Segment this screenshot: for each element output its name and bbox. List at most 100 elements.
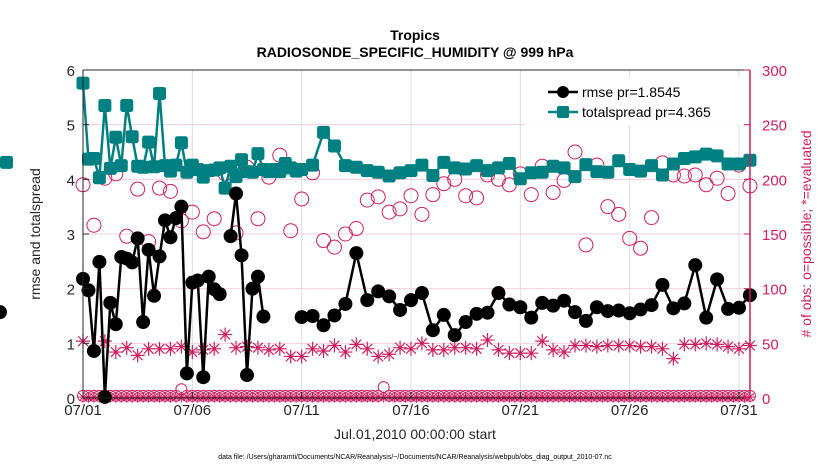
obs-possible-marker — [545, 184, 561, 200]
rmse-point — [229, 186, 244, 201]
rmse-point — [256, 309, 271, 324]
totalspread-point — [459, 162, 473, 176]
obs-evaluated-marker — [557, 345, 572, 360]
totalspread-point — [360, 164, 374, 178]
obs-evaluated-marker — [666, 351, 681, 366]
totalspread-point — [721, 157, 735, 171]
obs-evaluated-marker — [546, 342, 561, 357]
obs-evaluated-marker — [491, 342, 506, 357]
obs-evaluated-marker — [633, 339, 648, 354]
obs-evaluated-marker — [174, 339, 189, 354]
x-tick-label: 07/11 — [283, 402, 319, 419]
obs-evaluated-marker — [360, 341, 375, 356]
rmse-point — [699, 310, 714, 325]
rmse-point — [513, 300, 528, 315]
y-right-tick-label: 300 — [762, 63, 787, 80]
rmse-point — [316, 318, 331, 333]
totalspread-point — [153, 87, 167, 101]
totalspread-point — [481, 164, 495, 178]
obs-evaluated-marker — [502, 346, 517, 361]
rmse-point — [163, 230, 178, 245]
rmse-point — [245, 281, 260, 296]
obs-possible-marker — [425, 187, 441, 203]
rmse-point — [524, 310, 539, 325]
rmse-point — [677, 296, 692, 311]
rmse-point — [546, 298, 561, 313]
x-tick-label: 07/06 — [174, 402, 212, 419]
y-tick-label: 3 — [67, 227, 75, 244]
obs-possible-marker — [294, 191, 310, 207]
obs-evaluated-marker — [568, 338, 582, 353]
obs-possible-marker — [195, 224, 211, 240]
rmse-point — [480, 305, 495, 320]
obs-evaluated-marker — [480, 333, 495, 348]
rmse-point — [179, 366, 194, 381]
rmse-point — [201, 269, 216, 284]
rmse-point — [92, 254, 107, 269]
obs-possible-marker — [523, 187, 539, 203]
obs-evaluated-marker — [600, 338, 615, 353]
obs-evaluated-marker — [447, 340, 462, 355]
rmse-point — [578, 313, 593, 328]
totalspread-point — [245, 165, 259, 179]
obs-evaluated-marker — [119, 340, 134, 355]
legend-rmse-marker — [557, 86, 569, 98]
obs-possible-marker — [720, 186, 736, 202]
rmse-point — [168, 211, 183, 226]
obs-evaluated-marker — [611, 338, 626, 353]
obs-possible-marker — [326, 239, 342, 255]
rmse-point — [732, 300, 746, 315]
obs-possible-marker — [162, 183, 178, 199]
obs-possible-marker — [436, 176, 452, 192]
rmse-point — [414, 286, 429, 301]
obs-evaluated-marker — [272, 341, 287, 356]
rmse-point — [721, 301, 736, 316]
obs-evaluated-marker — [316, 343, 331, 358]
obs-evaluated-marker — [578, 338, 593, 353]
obs-evaluated-marker — [305, 341, 320, 356]
rmse-point — [393, 302, 408, 317]
totalspread-point — [382, 169, 396, 183]
obs-evaluated-marker — [589, 339, 604, 354]
rmse-point — [190, 273, 205, 288]
obs-possible-marker — [403, 188, 419, 204]
x-tick-label: 07/16 — [392, 402, 430, 419]
y-tick-label: 1 — [67, 336, 75, 353]
rmse-point — [136, 315, 151, 330]
totalspread-point — [295, 162, 309, 176]
totalspread-point — [142, 135, 156, 149]
obs-evaluated-marker — [655, 341, 670, 356]
obs-evaluated-marker — [699, 336, 714, 351]
series-lines — [0, 76, 757, 404]
obs-evaluated-marker — [141, 341, 156, 356]
totalspread-point — [732, 157, 746, 171]
rmse-point — [305, 309, 320, 323]
obs-evaluated-marker — [229, 340, 244, 355]
obs-evaluated-marker — [458, 340, 473, 355]
totalspread-point — [448, 161, 462, 175]
y-tick-label: 6 — [67, 63, 75, 80]
totalspread-point — [666, 157, 680, 171]
legend: rmse pr=1.8545 totalspread pr=4.365 — [525, 77, 743, 125]
chart-subtitle: RADIOSONDE_SPECIFIC_HUMIDITY @ 999 hPa — [257, 44, 574, 60]
obs-evaluated-marker — [97, 334, 112, 349]
obs-evaluated-marker — [644, 339, 659, 354]
y-right-tick-label: 50 — [762, 336, 779, 353]
obs-evaluated-marker — [152, 341, 167, 356]
obs-possible-marker — [622, 230, 638, 246]
obs-possible-marker — [567, 144, 583, 160]
rmse-point — [404, 293, 418, 308]
totalspread-point — [147, 160, 161, 174]
obs-possible-marker — [687, 167, 703, 183]
totalspread-point — [491, 161, 505, 175]
rmse-point — [81, 283, 96, 298]
obs-evaluated-marker — [294, 349, 309, 364]
totalspread-point — [371, 165, 385, 179]
x-axis-label: Jul.01,2010 00:00:00 start — [334, 426, 496, 442]
obs-evaluated-marker — [218, 327, 233, 342]
obs-possible-marker — [359, 192, 375, 208]
rmse-point — [234, 248, 249, 263]
obs-evaluated-marker — [261, 342, 276, 357]
y-axis-label-left: rmse and totalspread — [27, 168, 43, 300]
y-tick-label: 2 — [67, 282, 75, 299]
